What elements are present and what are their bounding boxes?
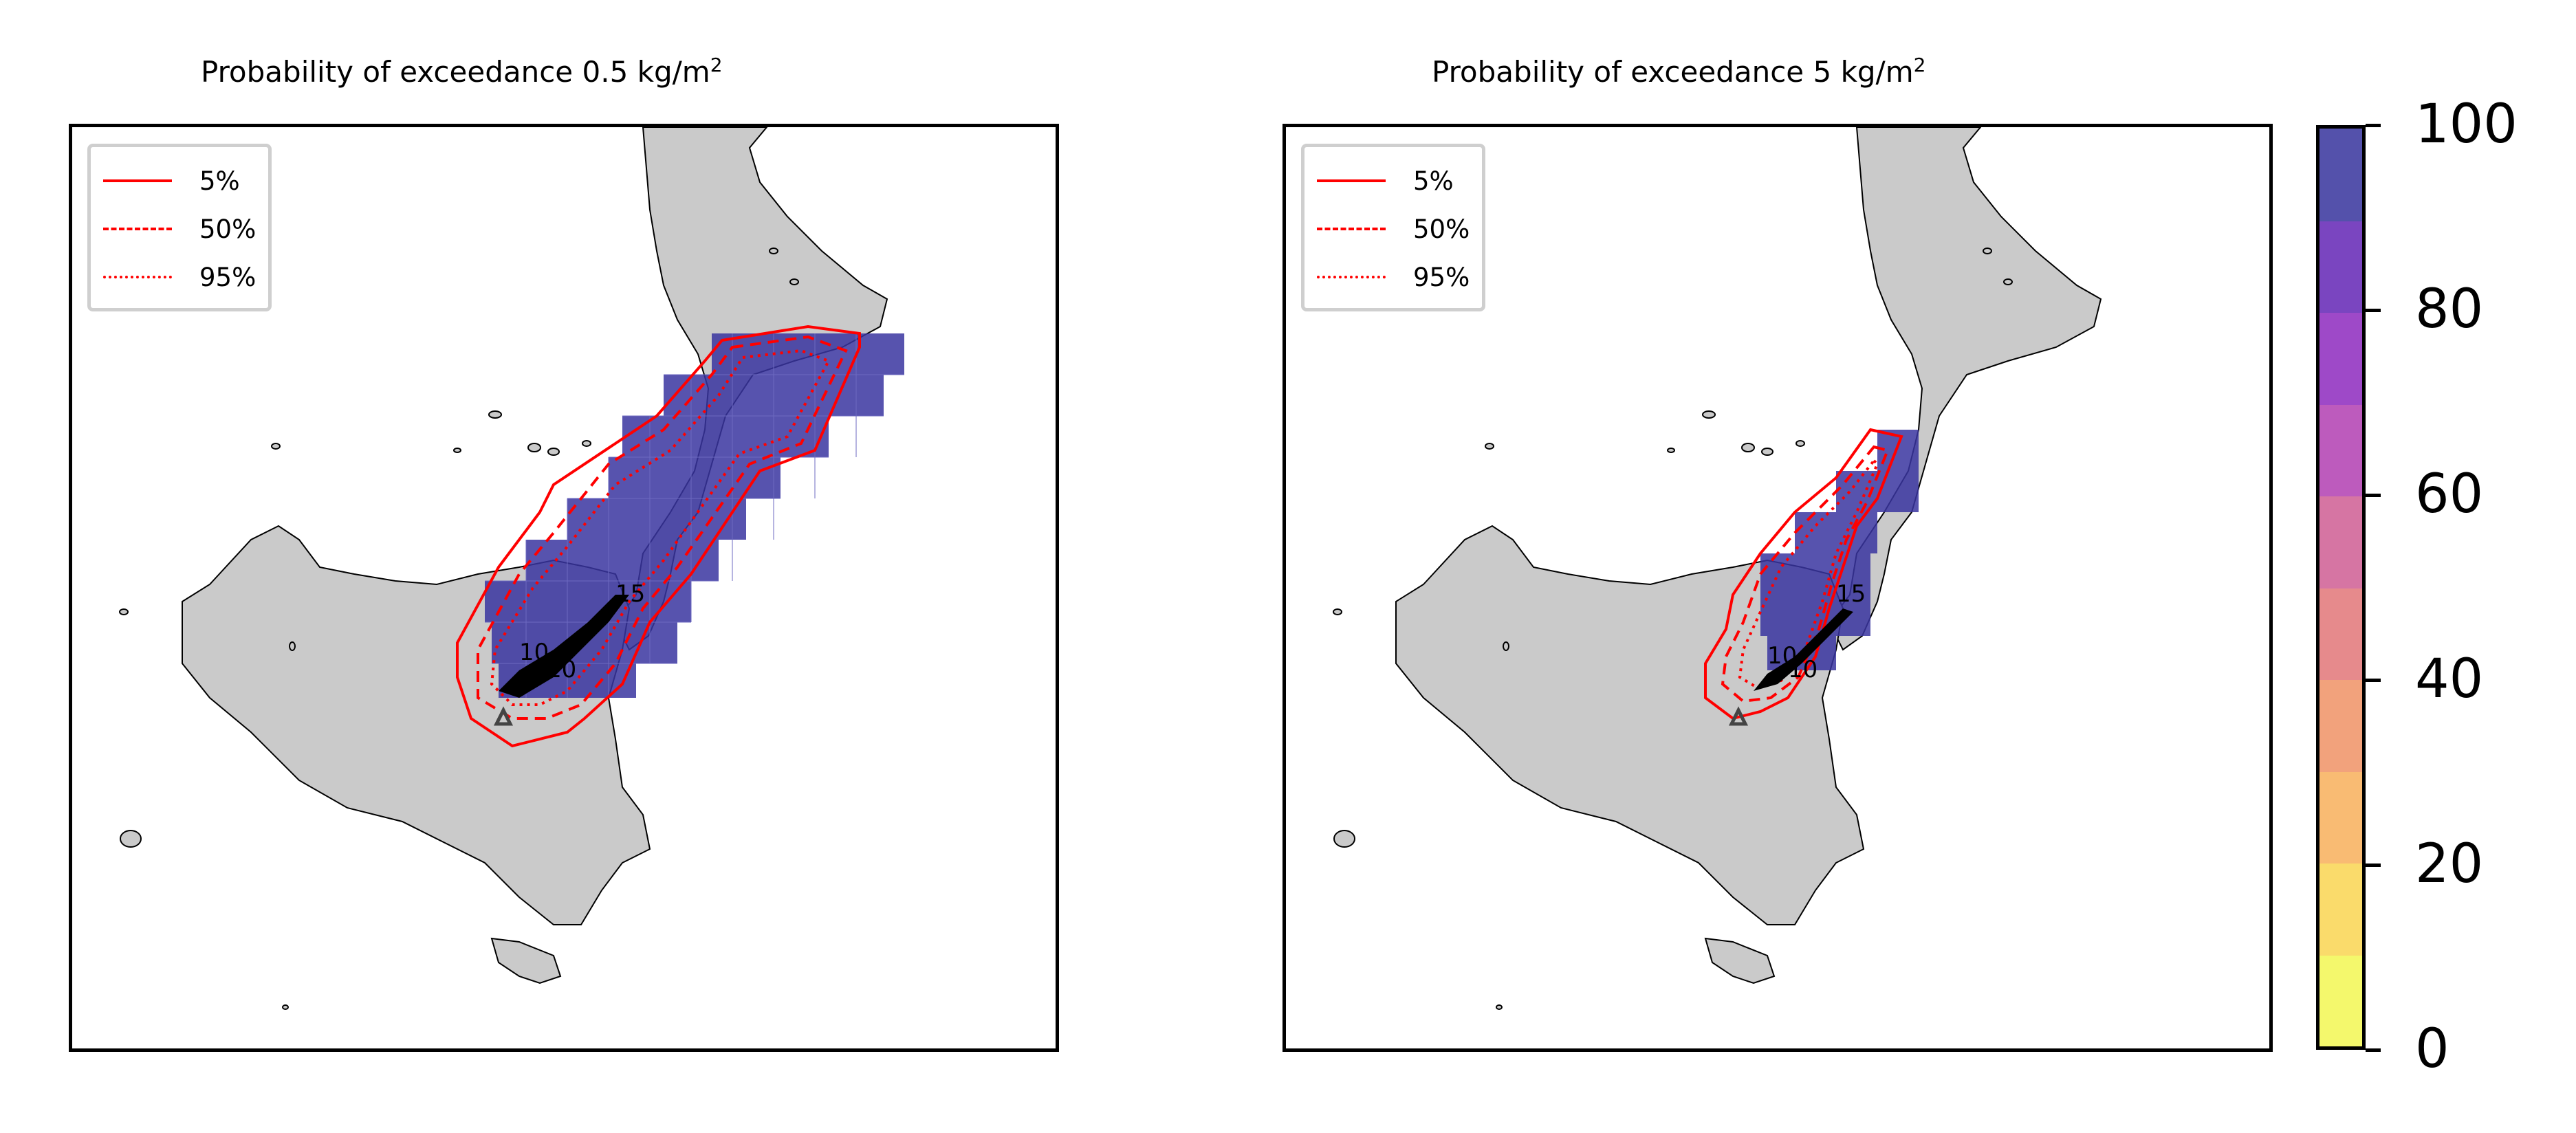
colorbar-segment [2320,129,2362,221]
colorbar-tick-label: 40 [2415,648,2484,710]
panel-1-title: Probability of exceedance 0.5 kg/m2 [201,54,723,89]
colorbar-tick-label: 60 [2415,463,2484,525]
legend-panel-1: 5% 50% 95% [87,144,272,311]
map-1-label-a: 10 [519,639,549,666]
colorbar-segment [2320,404,2362,496]
legend-item-95: 95% [103,253,256,301]
contours [456,324,861,748]
colorbar-tick [2366,1048,2381,1052]
legend-item-5: 5% [103,157,256,205]
colorbar-tick [2366,124,2381,127]
map-panel-2[interactable]: 15 10 10 5% 50% 95% [1282,124,2273,1052]
colorbar-segment [2320,954,2362,1046]
colorbar-segment [2320,496,2362,588]
land-mass [1333,127,2102,1010]
volcano-triangle-icon [1728,706,1749,726]
map-panel-1[interactable]: 10 15 10 5% 50% 95% [69,124,1059,1052]
colorbar-tick-label: 20 [2415,833,2484,895]
track-markers: 15 10 10 [1754,580,1866,691]
legend-item-50: 50% [103,205,256,253]
map-2-label-a: 15 [1836,580,1866,608]
map-1-label-b: 15 [615,580,645,608]
map-2-label-c: 10 [1788,656,1818,683]
legend-item-50: 50% [1317,205,1470,253]
map-2-svg: 15 10 10 [1333,127,2102,1010]
colorbar-tick [2366,864,2381,867]
map-1-label-c: 10 [547,656,576,683]
colorbar-segment [2320,587,2362,680]
colorbar-segment [2320,863,2362,956]
colorbar-tick-label: 100 [2415,94,2518,155]
legend-panel-2: 5% 50% 95% [1301,144,1486,311]
map-1-svg: 10 15 10 [119,127,904,1010]
legend-item-5: 5% [1317,157,1470,205]
track-markers: 10 15 10 [499,580,645,698]
map-2-label-b: 10 [1767,642,1797,670]
volcano-triangle-icon [493,706,514,726]
colorbar-tick-label: 80 [2415,278,2484,340]
colorbar-segment [2320,220,2362,313]
colorbar-tick [2366,309,2381,312]
colorbar-tick-label: 0 [2415,1018,2449,1080]
panel-2-title: Probability of exceedance 5 kg/m2 [1432,54,1926,89]
probability-grid [1760,430,1919,670]
colorbar-tick [2366,679,2381,682]
colorbar [2316,125,2366,1050]
colorbar-tick [2366,494,2381,497]
legend-item-95: 95% [1317,253,1470,301]
colorbar-segment [2320,771,2362,864]
contours [1704,428,1903,720]
colorbar-segment [2320,679,2362,772]
colorbar-segment [2320,312,2362,405]
